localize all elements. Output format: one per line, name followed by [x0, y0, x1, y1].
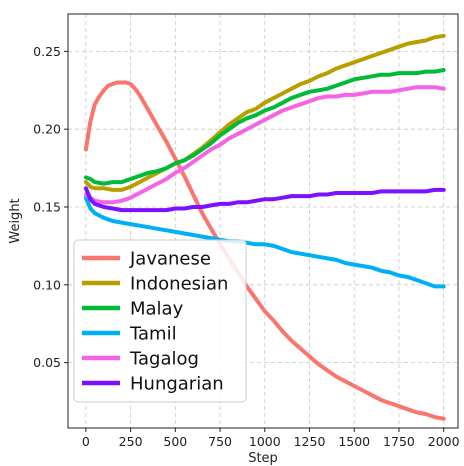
y-tick-label: 0.25 — [33, 44, 61, 59]
series-line-hungarian — [83, 186, 446, 213]
y-tick-label: 0.20 — [33, 122, 61, 137]
y-tick-label: 0.05 — [33, 355, 61, 370]
x-tick-label: 1000 — [249, 434, 281, 449]
series-line-tagalog — [83, 85, 446, 205]
x-tick-label: 1750 — [383, 434, 415, 449]
x-tick-label: 1250 — [294, 434, 326, 449]
legend-label: Indonesian — [130, 274, 228, 295]
legend: Javanese Indonesian Malay Tamil Tagalog Hunga… — [73, 239, 247, 403]
plot-frame — [67, 13, 459, 429]
x-tick-label: 250 — [119, 434, 143, 449]
x-tick-label: 750 — [208, 434, 232, 449]
series-line-indonesian — [83, 33, 446, 192]
y-axis-label: Weight — [8, 198, 23, 243]
x-tick-label: 0 — [82, 434, 90, 449]
legend-label: Hungarian — [130, 374, 224, 395]
x-axis: 0 250 500 750 1000 1250 1500 1750 2000 — [82, 428, 460, 449]
legend-box — [73, 239, 247, 403]
legend-label: Tagalog — [129, 349, 199, 370]
legend-label: Tamil — [129, 324, 177, 345]
x-tick-label: 1500 — [338, 434, 370, 449]
legend-label: Malay — [130, 299, 184, 320]
x-tick-label: 2000 — [428, 434, 460, 449]
x-axis-label: Step — [248, 451, 278, 466]
y-tick-label: 0.15 — [33, 199, 61, 214]
y-tick-label: 0.10 — [33, 277, 61, 292]
y-axis: 0.05 0.10 0.15 0.20 0.25 — [33, 44, 68, 370]
series-line-tamil — [83, 195, 446, 289]
series-line-malay — [83, 68, 446, 186]
x-tick-label: 500 — [163, 434, 187, 449]
legend-label: Javanese — [129, 249, 211, 270]
